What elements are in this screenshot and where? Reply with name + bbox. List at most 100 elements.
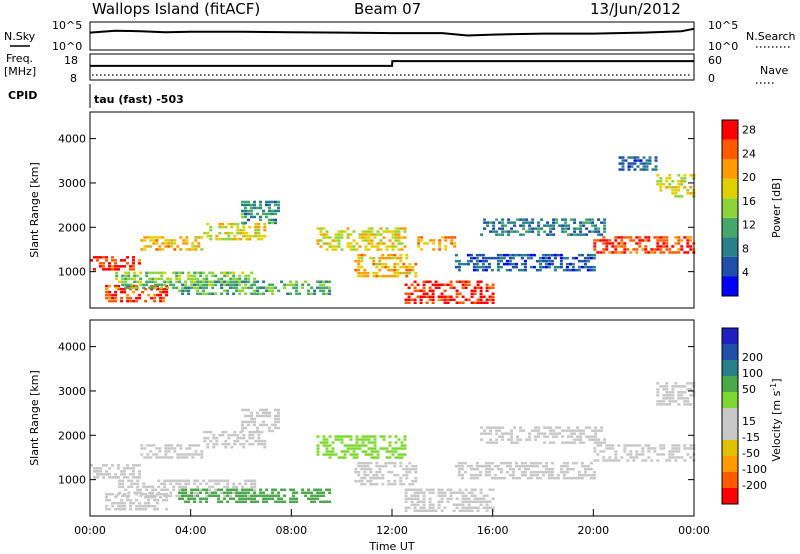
data-cell [138,470,141,473]
data-cell [593,245,597,248]
data-cell [611,447,615,450]
data-cell [469,476,473,480]
data-cell [417,242,421,245]
data-cell [586,265,590,269]
data-cell [665,403,669,406]
data-cell [486,224,490,227]
data-cell [484,256,488,260]
noise-panel-frame [89,21,695,51]
data-cell [370,447,374,450]
data-cell [140,248,144,251]
data-cell [553,256,557,260]
data-cell [457,262,461,266]
data-cell [677,444,681,447]
data-cell [397,227,401,230]
data-cell [599,450,603,453]
data-cell [217,277,221,281]
data-cell [129,473,132,476]
data-cell [416,500,420,503]
data-cell [686,447,690,450]
data-cell [629,444,633,447]
data-cell [218,237,222,241]
data-cell [316,450,320,453]
data-cell [680,183,684,186]
data-cell [190,497,194,500]
data-cell [594,227,598,230]
data-cell [206,234,210,238]
data-cell [648,159,652,162]
data-cell [221,237,225,241]
data-cell [381,482,385,486]
data-cell [102,476,105,479]
data-cell [144,504,148,508]
data-cell [148,280,152,284]
data-cell [546,221,550,224]
data-cell [495,233,499,236]
data-cell [440,298,444,301]
data-cell [413,286,417,289]
nsky-label: N.Sky [4,30,36,43]
data-cell [169,479,173,483]
data-cell [158,245,162,248]
data-cell [248,442,252,446]
data-cell [543,230,547,233]
data-cell [413,494,417,497]
data-cell [538,256,542,260]
data-cell [121,283,125,287]
data-cell [301,491,305,494]
data-cell [349,242,353,245]
data-cell [117,467,120,470]
data-cell [597,227,601,230]
data-cell [208,488,212,492]
data-cell [349,444,353,447]
data-cell [357,253,361,257]
data-cell [256,206,259,210]
data-cell [620,239,624,242]
data-cell [202,292,206,295]
data-cell [355,453,359,456]
data-cell [602,456,606,459]
data-cell [496,253,500,257]
data-cell [230,231,234,235]
data-cell [244,209,247,213]
data-cell [473,301,477,304]
data-cell [458,301,462,304]
data-cell [460,473,464,477]
data-cell [322,500,326,503]
data-cell [611,444,615,447]
data-cell [247,491,251,494]
data-cell [491,286,495,289]
data-cell [614,248,618,251]
data-cell [561,224,565,227]
data-cell [135,296,139,300]
data-cell [206,436,210,440]
data-cell [416,295,420,298]
data-cell [668,183,672,186]
data-cell [487,473,491,477]
power-colorbar-band [722,120,738,140]
data-cell [364,233,368,236]
data-cell [577,268,581,272]
data-cell [194,236,198,239]
data-cell [96,470,99,473]
data-cell [472,256,476,260]
data-cell [244,203,247,207]
data-cell [574,476,578,480]
data-cell [238,283,242,286]
data-cell [221,225,225,229]
data-cell [163,485,167,489]
data-cell [589,476,593,480]
data-cell [488,286,492,289]
data-cell [165,287,169,291]
data-cell [307,491,311,494]
data-cell [580,464,584,468]
data-cell [538,470,542,474]
data-cell [357,262,361,266]
data-cell [567,441,571,444]
data-cell [209,237,213,241]
data-cell [322,280,326,283]
data-cell [499,461,503,465]
data-cell [357,265,361,269]
data-cell [322,289,326,292]
